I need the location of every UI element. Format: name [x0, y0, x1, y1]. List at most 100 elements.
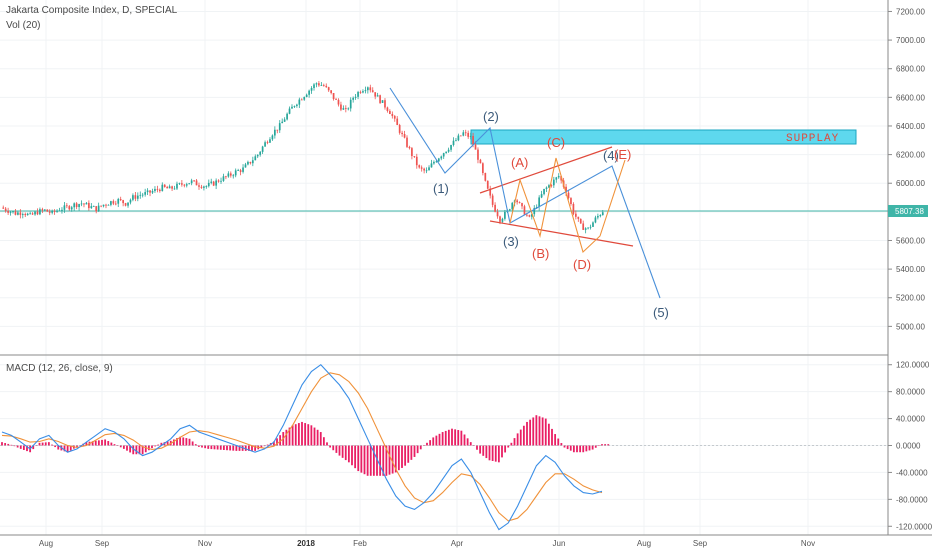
- candle-body: [207, 182, 210, 187]
- candle-body: [151, 191, 154, 193]
- candle-body: [516, 200, 518, 203]
- candle-body: [12, 211, 14, 213]
- candle-body: [442, 153, 445, 157]
- candle-body: [464, 132, 467, 134]
- macd-tick-label: 80.0000: [896, 388, 925, 397]
- candle-body: [528, 215, 531, 217]
- candle-body: [371, 90, 374, 93]
- candle-body: [166, 186, 169, 189]
- macd-histogram-bar: [357, 445, 360, 472]
- candle-body: [65, 205, 68, 207]
- wave-label-5: (5): [653, 305, 669, 320]
- candle-body: [384, 100, 386, 108]
- supply-zone-label: SUPPLAY: [786, 133, 839, 145]
- macd-histogram-bar: [432, 437, 435, 446]
- macd-histogram-bar: [560, 443, 563, 446]
- macd-histogram-bar: [16, 445, 19, 448]
- macd-histogram-bar: [313, 427, 316, 446]
- macd-histogram-bar: [566, 445, 569, 450]
- macd-histogram-bar: [285, 429, 288, 446]
- macd-histogram-bar: [469, 442, 472, 446]
- wave-label-c: (C): [547, 135, 565, 150]
- candle-body: [183, 184, 186, 186]
- price-tick-label: 5400.00: [896, 265, 925, 274]
- macd-histogram-bar: [426, 442, 428, 446]
- macd-histogram-bar: [132, 445, 135, 455]
- candle-body: [474, 144, 477, 150]
- candle-body: [327, 87, 330, 91]
- macd-histogram-bar: [435, 435, 438, 446]
- macd-histogram-bar: [554, 434, 557, 446]
- time-tick-label: Nov: [198, 539, 212, 548]
- macd-histogram-bar: [451, 428, 453, 446]
- macd-histogram-bar: [226, 445, 228, 451]
- candle-body: [337, 99, 340, 105]
- candle-body: [592, 222, 594, 227]
- macd-histogram-bar: [510, 442, 513, 446]
- candle-body: [122, 200, 124, 204]
- elliott-blue-wave: [389, 87, 661, 299]
- candle-body: [413, 156, 416, 157]
- macd-histogram-bar: [585, 445, 588, 452]
- candle-body: [479, 159, 482, 164]
- macd-histogram-bar: [69, 445, 72, 451]
- candle-body: [310, 88, 313, 91]
- candle-body: [132, 195, 134, 200]
- candle-body: [4, 208, 7, 211]
- candle-body: [286, 113, 288, 120]
- macd-line: [1, 363, 603, 531]
- candle-body: [95, 206, 98, 212]
- macd-histogram-bar: [382, 445, 385, 476]
- macd-histogram-bar: [454, 429, 457, 446]
- macd-histogram-bar: [504, 445, 507, 453]
- candle-body: [347, 108, 350, 110]
- candle-body: [200, 186, 203, 188]
- macd-histogram-bar: [22, 445, 25, 450]
- candle-body: [293, 105, 296, 107]
- macd-histogram-bar: [294, 424, 297, 446]
- candle-body: [499, 216, 501, 222]
- price-tick-label: 5600.00: [896, 236, 925, 245]
- candle-body: [269, 139, 271, 143]
- candle-body: [342, 108, 345, 110]
- candle-body: [462, 132, 465, 136]
- macd-histogram-bar: [332, 445, 335, 451]
- macd-histogram-bar: [207, 445, 210, 449]
- candle-body: [215, 180, 217, 186]
- candle-body: [423, 168, 425, 171]
- price-tick-label: 7200.00: [896, 7, 925, 16]
- macd-histogram-bar: [479, 445, 482, 454]
- macd-histogram-bar: [19, 445, 22, 449]
- macd-histogram-bar: [13, 445, 16, 447]
- candle-body: [320, 85, 323, 86]
- candle-body: [364, 90, 367, 92]
- candle-body: [396, 118, 399, 126]
- candle-body: [127, 202, 129, 206]
- candle-body: [300, 99, 303, 101]
- candle-body: [291, 106, 293, 109]
- macd-histogram-bar: [460, 430, 463, 446]
- macd-histogram-bar: [122, 445, 125, 449]
- macd-histogram-bar: [57, 445, 60, 450]
- candle-body: [570, 198, 572, 204]
- macd-histogram-bar: [279, 435, 282, 446]
- macd-histogram-bar: [63, 445, 66, 452]
- candle-body: [19, 212, 22, 215]
- macd-histogram-bar: [247, 445, 250, 451]
- macd-histogram-bar: [219, 445, 222, 450]
- wave-label-2: (2): [483, 109, 499, 124]
- candle-body: [136, 195, 139, 199]
- macd-histogram-bar: [447, 429, 450, 446]
- candle-body: [567, 192, 570, 199]
- candle-body: [193, 180, 195, 182]
- candle-body: [281, 121, 284, 124]
- candle-body: [318, 83, 320, 86]
- candle-body: [489, 188, 492, 196]
- time-tick-label: Apr: [451, 539, 464, 548]
- macd-tick-label: 120.0000: [896, 361, 930, 370]
- candle-body: [459, 135, 462, 137]
- candle-body: [425, 170, 428, 172]
- candle-body: [362, 91, 364, 93]
- macd-histogram-bar: [310, 425, 313, 446]
